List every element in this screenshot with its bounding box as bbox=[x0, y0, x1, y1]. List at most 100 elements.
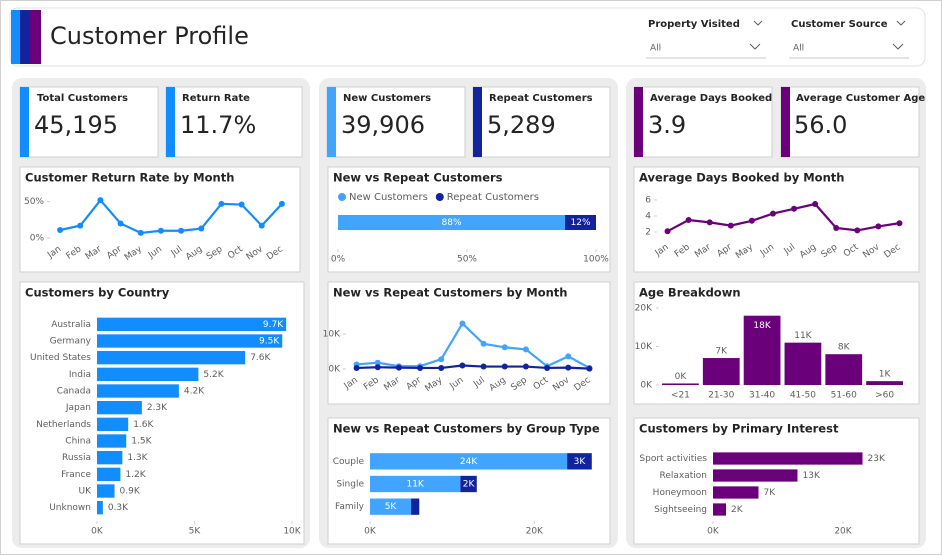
marker bbox=[480, 363, 487, 370]
marker bbox=[501, 344, 508, 351]
x-tick-label: 20K bbox=[834, 527, 852, 537]
bar bbox=[460, 475, 477, 493]
data-label: 18K bbox=[753, 321, 771, 331]
chevron bbox=[753, 20, 763, 26]
chart-title: Average Days Booked by Month bbox=[639, 171, 844, 185]
bar bbox=[370, 498, 412, 515]
chart-title: Customers by Primary Interest bbox=[639, 422, 839, 436]
legend-label: Repeat Customers bbox=[447, 192, 539, 203]
marker bbox=[685, 217, 692, 223]
x-tick-label: 50% bbox=[457, 255, 477, 265]
chart-title: Customers by Country bbox=[25, 286, 170, 300]
marker bbox=[117, 220, 124, 227]
y-tick-label: Canada bbox=[57, 387, 91, 397]
y-tick-label: 50% bbox=[24, 197, 44, 207]
y-tick-label: United States bbox=[30, 353, 91, 363]
header-stripe bbox=[20, 10, 29, 64]
bar bbox=[825, 354, 863, 385]
filter-label: Property Visited bbox=[648, 19, 740, 30]
kpi-value: 56.0 bbox=[794, 111, 847, 139]
x-tick-label: 41-50 bbox=[790, 391, 816, 401]
bar bbox=[97, 434, 127, 448]
x-tick-label: 0K bbox=[707, 527, 720, 537]
kpi-card: Repeat Customers 5,289 bbox=[472, 86, 611, 158]
chart-title: New vs Repeat Customers by Month bbox=[333, 286, 567, 300]
legend-marker bbox=[435, 193, 444, 201]
filter-value[interactable]: All bbox=[793, 44, 804, 54]
header-stripe bbox=[11, 10, 20, 64]
marker bbox=[97, 197, 104, 204]
data-label: 7K bbox=[715, 347, 728, 357]
line bbox=[667, 202, 900, 233]
card bbox=[19, 166, 301, 273]
marker bbox=[854, 227, 861, 234]
card bbox=[472, 86, 611, 158]
kpi-value: 3.9 bbox=[648, 111, 686, 139]
card bbox=[19, 86, 159, 158]
bar bbox=[97, 451, 123, 465]
y-tick-label: Family bbox=[335, 502, 365, 512]
y-tick-label: China bbox=[65, 437, 91, 447]
data-label: 23K bbox=[868, 454, 886, 464]
y-tick-label: Relaxation bbox=[660, 471, 707, 481]
data-label: 2K bbox=[463, 480, 476, 490]
card bbox=[633, 166, 920, 273]
marker bbox=[353, 364, 360, 371]
x-tick-label: 100% bbox=[583, 255, 609, 265]
y-tick-label: 10K bbox=[635, 342, 653, 352]
bar bbox=[713, 469, 798, 482]
x-tick-label: 20K bbox=[526, 527, 544, 537]
bar bbox=[411, 498, 420, 515]
marker bbox=[137, 229, 144, 236]
chart-card: Customers by Primary Interest 0K 20K Sport … bbox=[633, 417, 920, 545]
data-label: 24K bbox=[460, 457, 478, 467]
x-tick-label: 0% bbox=[331, 255, 346, 265]
marker bbox=[218, 200, 225, 207]
bar bbox=[370, 475, 461, 493]
filter-value[interactable]: All bbox=[650, 44, 661, 54]
y-tick-label: 0K bbox=[640, 381, 653, 391]
y-tick-label: Australia bbox=[51, 320, 91, 330]
marker bbox=[791, 205, 798, 212]
marker bbox=[896, 220, 903, 227]
dropdown-arrow[interactable] bbox=[892, 43, 904, 50]
marker bbox=[77, 222, 84, 229]
data-label: 5.2K bbox=[203, 370, 224, 380]
data-label: 11K bbox=[794, 331, 812, 341]
bar bbox=[97, 334, 283, 348]
marker bbox=[565, 364, 572, 371]
bar bbox=[97, 417, 129, 431]
dropdown-arrow[interactable] bbox=[749, 43, 761, 50]
header-stripe bbox=[29, 10, 41, 64]
kpi-card: Average Customer Age 56.0 bbox=[780, 86, 925, 158]
kpi-value: 11.7% bbox=[180, 111, 256, 139]
legend-label: New Customers bbox=[349, 192, 428, 203]
bar bbox=[743, 315, 781, 385]
marker bbox=[748, 217, 755, 224]
data-label: 2K bbox=[731, 505, 744, 515]
chart-card: New vs Repeat Customers 0% 50% 100% 88% 12% Ne… bbox=[327, 166, 611, 273]
bar bbox=[97, 484, 115, 498]
data-label: 1.5K bbox=[131, 437, 152, 447]
data-label: 4.2K bbox=[184, 387, 205, 397]
y-tick-label: 0% bbox=[30, 234, 45, 244]
data-label: 1.3K bbox=[127, 453, 148, 463]
card-stripe bbox=[20, 87, 29, 157]
data-label: 5K bbox=[385, 502, 398, 512]
data-label: 2.3K bbox=[147, 403, 168, 413]
card-stripe bbox=[634, 87, 643, 157]
y-tick-label: 2 bbox=[645, 228, 651, 238]
bar bbox=[565, 215, 596, 230]
kpi-label: New Customers bbox=[343, 93, 431, 104]
card-stripe bbox=[781, 87, 790, 157]
marker bbox=[769, 210, 776, 217]
x-tick-label: 5K bbox=[189, 527, 202, 537]
kpi-label: Average Customer Age bbox=[796, 93, 925, 104]
x-tick-label: <21 bbox=[671, 391, 690, 401]
kpi-value: 5,289 bbox=[487, 111, 556, 139]
chart-card: Age Breakdown 0K 10K 20K <21 0K 21-30 7K 31-40 18… bbox=[633, 281, 920, 405]
card-stripe bbox=[166, 87, 175, 157]
data-label: 12% bbox=[571, 218, 591, 228]
marker bbox=[544, 364, 551, 371]
